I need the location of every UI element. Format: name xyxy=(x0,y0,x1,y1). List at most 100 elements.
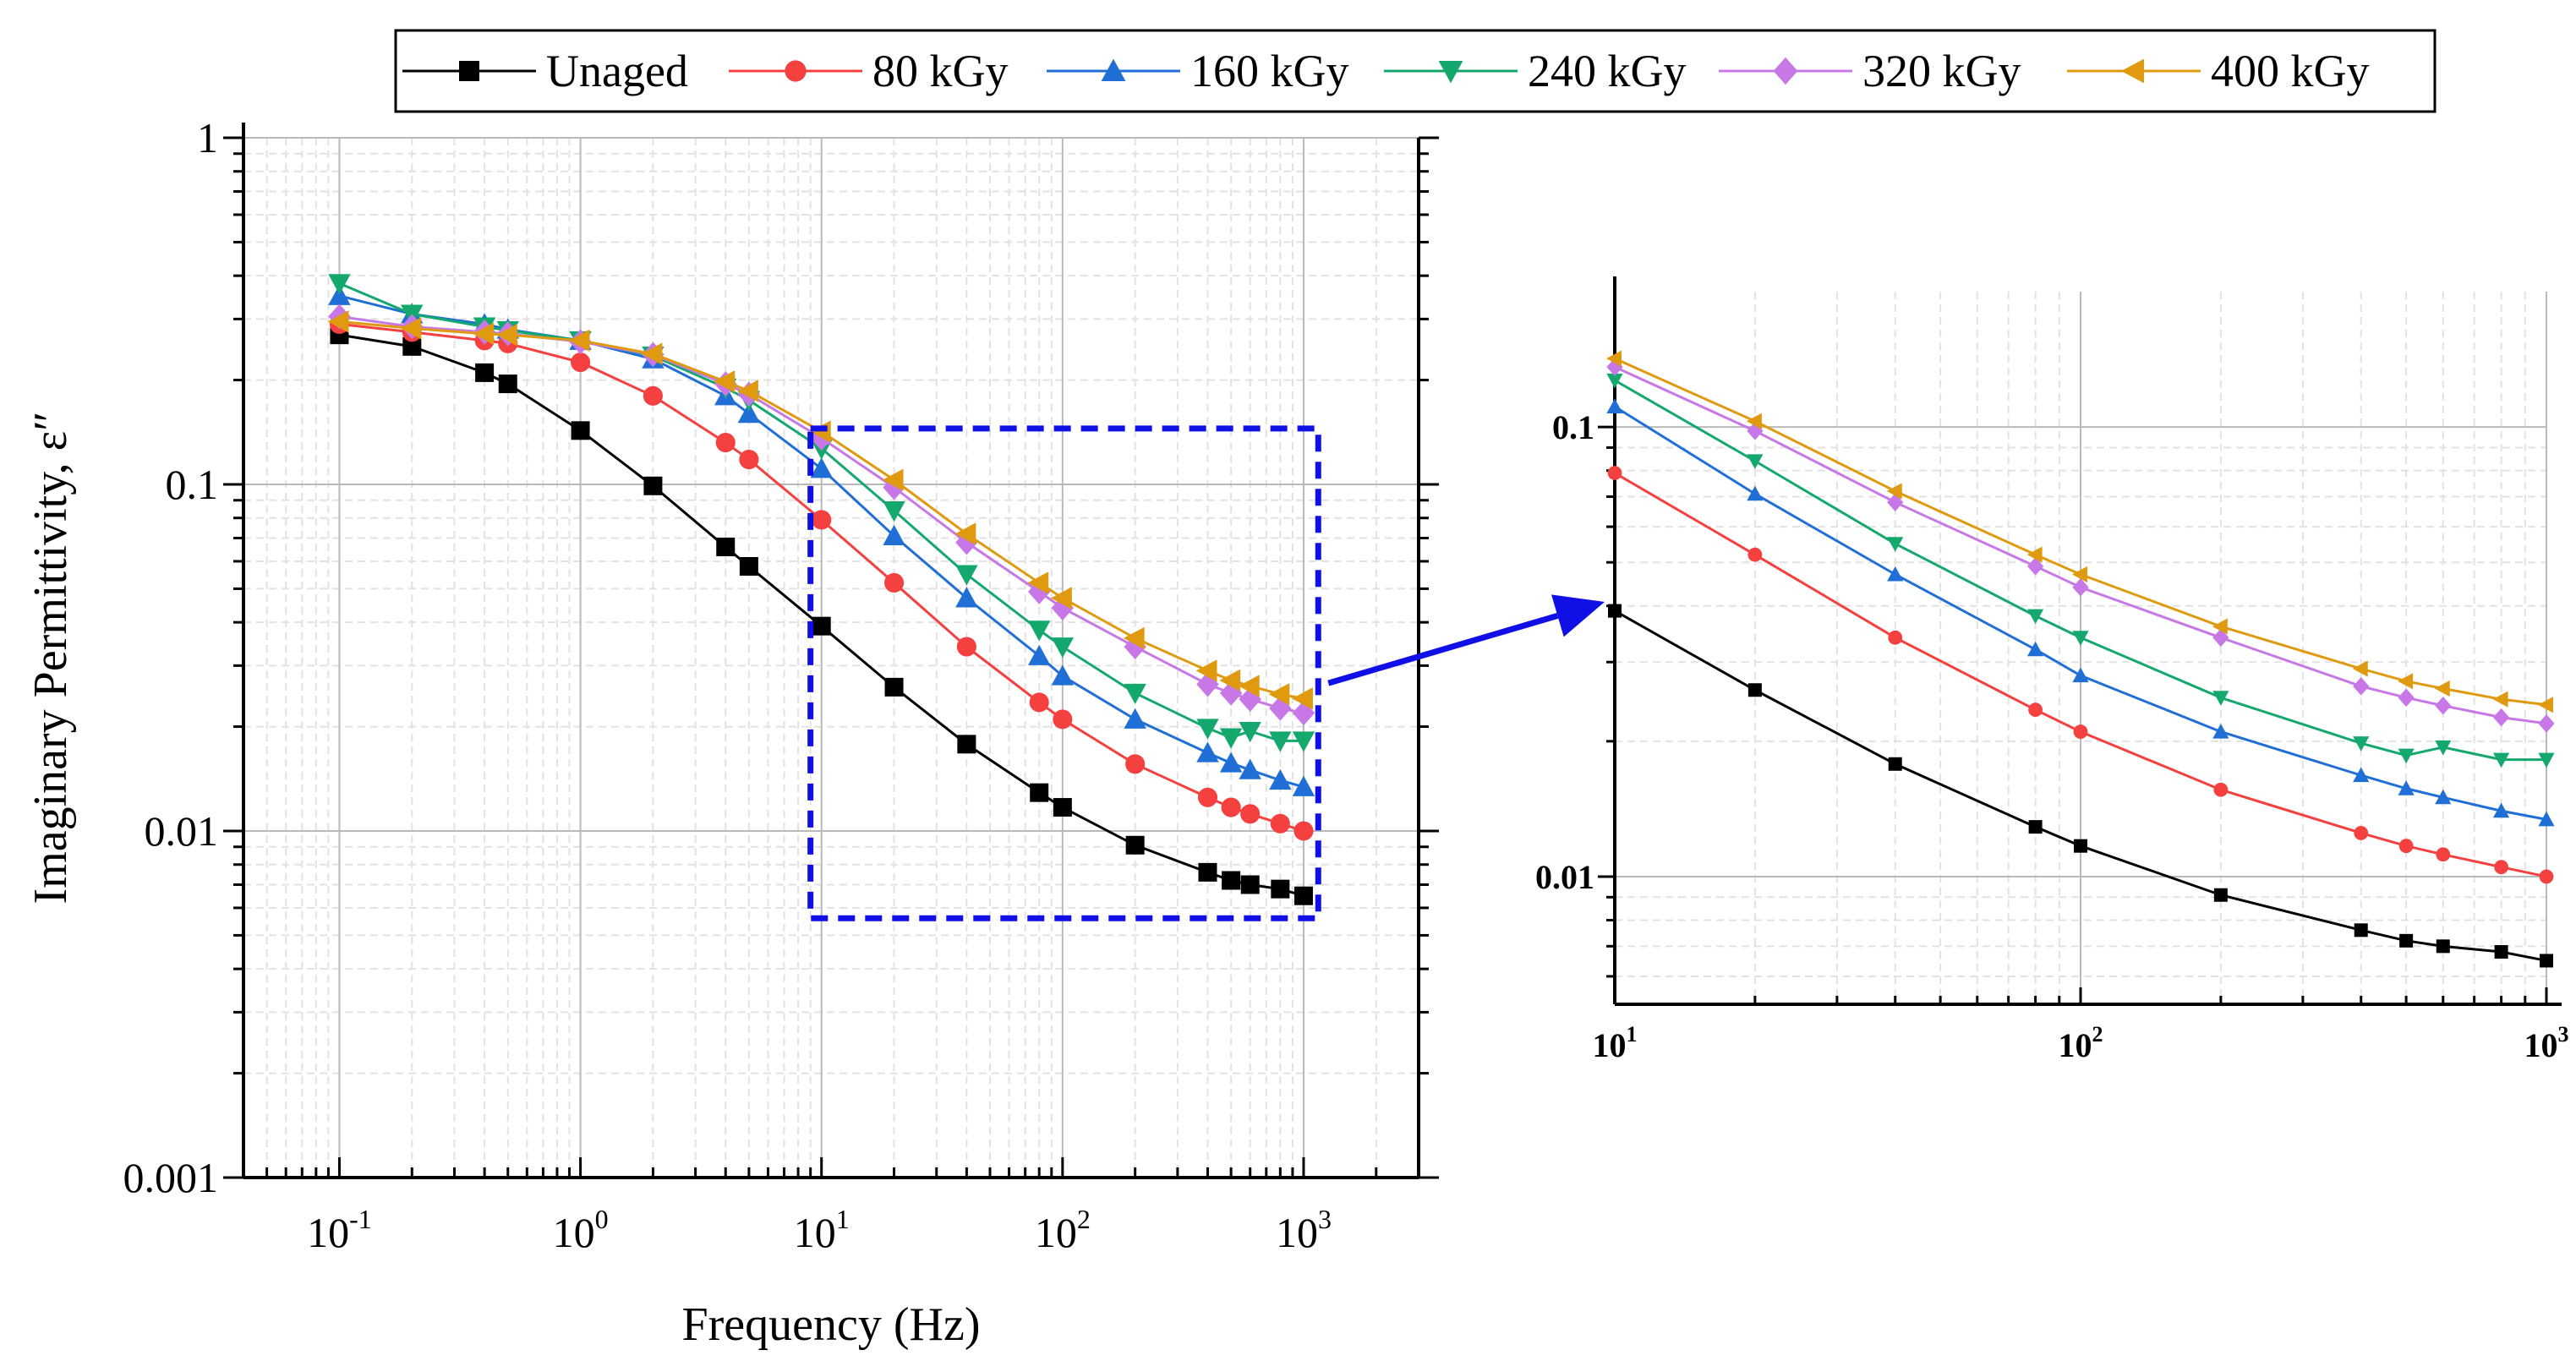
main-point-80-kgy xyxy=(1053,709,1073,730)
main-point-240-kgy xyxy=(1051,637,1075,659)
inset-point-unaged xyxy=(2399,933,2414,948)
inset-series xyxy=(1606,350,2555,968)
inset-point-320-kgy xyxy=(1606,358,1623,376)
main-point-160-kgy xyxy=(810,457,833,478)
inset-point-160-kgy xyxy=(2072,667,2089,683)
inset-point-unaged xyxy=(1608,604,1622,618)
inset-point-80-kgy xyxy=(2213,782,2229,797)
x-tick-label: 100 xyxy=(553,1204,609,1256)
inset-point-320-kgy xyxy=(2398,688,2415,708)
inset-point-240-kgy xyxy=(2027,609,2044,625)
legend-label-240-kgy: 240 kGy xyxy=(1528,46,1687,96)
main-point-240-kgy xyxy=(1196,719,1219,740)
main-point-unaged xyxy=(1198,862,1217,882)
main-point-160-kgy xyxy=(737,402,761,424)
main-point-unaged xyxy=(475,363,495,382)
inset-point-400-kgy xyxy=(1606,350,1622,367)
main-point-240-kgy xyxy=(328,274,351,295)
inset-point-320-kgy xyxy=(2353,677,2370,696)
main-point-320-kgy xyxy=(1219,680,1243,706)
inset-point-240-kgy xyxy=(2493,752,2510,768)
zoom-annotation xyxy=(807,425,1605,921)
main-point-400-kgy xyxy=(1123,626,1145,650)
main-point-240-kgy xyxy=(1219,728,1243,749)
main-point-320-kgy xyxy=(1051,595,1075,621)
x-tick-label: 102 xyxy=(2059,1022,2103,1064)
main-point-80-kgy xyxy=(883,572,905,593)
main-point-400-kgy xyxy=(400,317,422,340)
y-axis-title: Imaginary Permittivity, ε″ xyxy=(25,412,77,905)
inset-point-160-kgy xyxy=(2398,780,2415,795)
inset-point-240-kgy xyxy=(2435,740,2452,756)
main-point-400-kgy xyxy=(1238,675,1260,697)
legend-label-400-kgy: 400 kGy xyxy=(2211,46,2370,96)
main-point-400-kgy xyxy=(1051,587,1072,609)
main-point-160-kgy xyxy=(955,587,978,608)
main-point-160-kgy xyxy=(1292,775,1315,796)
inset-point-240-kgy xyxy=(1747,454,1764,469)
x-tick-label: 102 xyxy=(1035,1204,1091,1256)
main-series xyxy=(327,274,1315,905)
main-point-unaged xyxy=(1222,871,1241,890)
x-tick-label: 10-1 xyxy=(307,1204,372,1256)
main-point-320-kgy xyxy=(1292,700,1315,726)
y-tick-label: 0.1 xyxy=(1552,408,1594,446)
x-axis-title: Frequency (Hz) xyxy=(682,1298,981,1351)
main-point-80-kgy xyxy=(739,449,759,470)
legend-label-80-kgy: 80 kGy xyxy=(872,46,1009,96)
legend-marker-400-kgy xyxy=(2121,58,2144,84)
inset-point-400-kgy xyxy=(2072,566,2087,583)
legend-label-unaged: Unaged xyxy=(546,46,688,96)
main-point-unaged xyxy=(1030,783,1049,802)
inset-point-240-kgy xyxy=(2072,631,2089,646)
main-point-400-kgy xyxy=(737,380,758,402)
inset-point-160-kgy xyxy=(2493,802,2510,818)
main-point-unaged xyxy=(1125,835,1145,855)
main-point-unaged xyxy=(1240,875,1260,894)
main-point-160-kgy xyxy=(1051,664,1075,686)
inset-point-80-kgy xyxy=(1607,466,1622,480)
zoom-arrow-head xyxy=(1551,594,1605,637)
y-tick-label: 0.1 xyxy=(166,461,219,508)
inset-point-320-kgy xyxy=(2072,577,2089,597)
main-point-80-kgy xyxy=(715,433,736,453)
inset-point-240-kgy xyxy=(1606,373,1623,389)
main-point-160-kgy xyxy=(328,284,351,305)
inset-point-400-kgy xyxy=(2212,618,2228,635)
main-point-240-kgy xyxy=(955,565,978,586)
main-point-80-kgy xyxy=(956,637,976,657)
inset-point-320-kgy xyxy=(2493,708,2510,727)
inset-chart: 101 102 103 0.1 0.01 xyxy=(1535,276,2569,1064)
inset-point-160-kgy xyxy=(2027,641,2044,657)
inset-point-400-kgy xyxy=(2492,691,2508,708)
main-point-unaged xyxy=(1293,886,1313,905)
main-point-400-kgy xyxy=(1195,659,1217,682)
zoom-arrow-line xyxy=(1327,613,1559,686)
main-point-240-kgy xyxy=(1292,731,1315,752)
inset-grid xyxy=(1614,292,2547,1004)
inset-point-400-kgy xyxy=(2538,697,2553,713)
main-point-240-kgy xyxy=(1269,731,1292,752)
main-point-unaged xyxy=(643,476,663,495)
main-chart: 10-1 100 101 102 103 1 0.1 0.01 0.001 Frequency (… xyxy=(25,114,1439,1351)
main-point-160-kgy xyxy=(1196,741,1219,763)
main-point-240-kgy xyxy=(883,501,905,522)
inset-point-400-kgy xyxy=(2398,673,2414,690)
main-point-400-kgy xyxy=(641,342,663,365)
inset-point-320-kgy xyxy=(2538,714,2555,733)
main-point-400-kgy xyxy=(1027,571,1049,594)
main-point-80-kgy xyxy=(1270,813,1290,834)
inset-point-240-kgy xyxy=(2353,736,2370,752)
main-point-160-kgy xyxy=(1028,644,1051,665)
inset-point-80-kgy xyxy=(2073,724,2088,739)
main-point-unaged xyxy=(1271,879,1290,899)
inset-point-unaged xyxy=(2213,888,2228,902)
inset-point-80-kgy xyxy=(2028,702,2043,718)
x-tick-label: 101 xyxy=(794,1204,850,1256)
main-point-160-kgy xyxy=(883,524,905,545)
inset-point-160-kgy xyxy=(2353,767,2370,783)
main-point-400-kgy xyxy=(568,329,590,353)
main-point-400-kgy xyxy=(496,323,517,347)
main-point-400-kgy xyxy=(1268,683,1290,706)
